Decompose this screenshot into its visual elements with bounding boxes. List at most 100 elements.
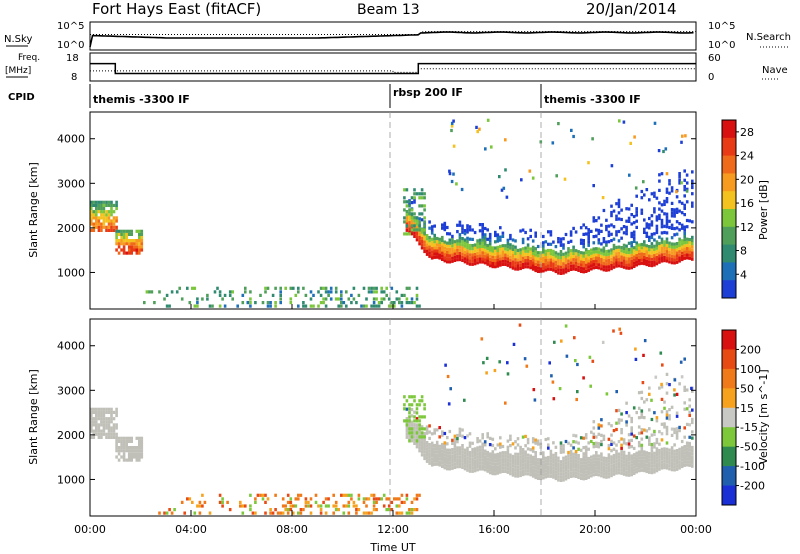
range-cell xyxy=(428,452,431,456)
range-cell xyxy=(590,461,593,465)
range-cell xyxy=(645,469,649,474)
range-cell xyxy=(607,230,611,234)
range-cell xyxy=(433,450,436,454)
range-cell xyxy=(441,251,444,255)
freq-label: Freq. xyxy=(18,53,40,63)
range-cell xyxy=(625,247,628,251)
range-cell xyxy=(506,445,510,449)
range-cell xyxy=(443,228,447,232)
range-cell xyxy=(430,253,434,257)
range-cell xyxy=(680,458,684,462)
range-cell xyxy=(635,213,638,217)
range-cell xyxy=(534,438,537,442)
range-cell xyxy=(403,407,406,411)
range-cell xyxy=(428,239,431,243)
range-cell xyxy=(438,237,441,241)
range-cell xyxy=(441,254,444,258)
range-cell xyxy=(653,429,656,433)
range-cell xyxy=(418,427,421,431)
range-cell xyxy=(127,455,131,459)
range-cell xyxy=(476,468,479,472)
range-cell xyxy=(112,417,116,421)
range-cell xyxy=(511,254,515,258)
range-cell xyxy=(642,180,645,184)
range-cell xyxy=(415,435,419,439)
range-cell xyxy=(501,451,505,455)
range-cell xyxy=(494,456,497,460)
range-cell xyxy=(668,448,671,452)
range-cell xyxy=(531,248,535,252)
range-cell xyxy=(405,224,409,228)
cpid-label: CPID xyxy=(8,92,35,103)
range-cell xyxy=(481,436,484,440)
range-cell xyxy=(584,260,588,264)
range-cell xyxy=(481,451,484,455)
range-cell xyxy=(582,267,585,271)
range-cell xyxy=(562,252,565,256)
range-cell xyxy=(625,219,628,223)
range-cell xyxy=(519,458,522,462)
freq-series-line xyxy=(90,62,696,75)
range-cell xyxy=(534,259,537,263)
range-cell xyxy=(577,265,580,269)
range-cell xyxy=(602,456,606,460)
range-cell xyxy=(617,217,621,221)
range-cell xyxy=(630,445,633,449)
range-cell xyxy=(390,304,394,308)
range-cell xyxy=(645,457,649,461)
range-cell xyxy=(102,225,106,229)
range-cell xyxy=(665,253,669,257)
range-cell xyxy=(632,246,636,250)
range-cell xyxy=(334,286,338,290)
range-cell xyxy=(415,439,419,443)
range-cell xyxy=(691,235,694,239)
range-cell xyxy=(279,293,282,297)
range-cell xyxy=(408,419,411,423)
range-cell xyxy=(668,250,671,255)
range-cell xyxy=(620,446,623,450)
range-cell xyxy=(342,301,346,305)
range-cell xyxy=(483,455,487,459)
range-cell xyxy=(95,213,98,217)
range-cell xyxy=(557,475,560,479)
range-cell xyxy=(501,466,505,470)
range-cell xyxy=(403,232,406,236)
range-cell xyxy=(405,210,409,214)
range-cell xyxy=(622,460,626,464)
range-cell xyxy=(430,457,434,461)
range-cell xyxy=(526,472,530,476)
range-cell xyxy=(496,465,500,469)
range-cell xyxy=(632,434,636,438)
range-cell xyxy=(678,429,681,433)
range-cell xyxy=(130,455,133,459)
range-cell xyxy=(668,464,671,468)
range-cell xyxy=(569,267,573,271)
range-cell xyxy=(653,257,656,261)
range-cell xyxy=(542,256,545,260)
range-cell xyxy=(506,461,510,465)
range-cell xyxy=(627,263,631,267)
range-cell xyxy=(641,381,645,385)
range-cell xyxy=(107,200,111,204)
range-cell xyxy=(435,255,439,259)
range-cell xyxy=(163,297,166,301)
range-cell xyxy=(630,259,633,263)
range-cell xyxy=(468,441,472,445)
range-cell xyxy=(635,454,638,458)
range-cell xyxy=(324,497,328,501)
range-cell xyxy=(635,451,638,455)
range-cell xyxy=(653,244,656,248)
range-cell xyxy=(483,465,487,469)
range-cell xyxy=(418,442,421,447)
range-cell xyxy=(650,192,654,196)
range-cell xyxy=(685,422,689,426)
range-cell xyxy=(458,251,462,255)
range-cell xyxy=(468,243,472,248)
ytick-label: 1000 xyxy=(57,266,85,279)
range-cell xyxy=(632,249,636,253)
range-cell xyxy=(615,261,618,265)
range-cell xyxy=(542,244,545,248)
range-cell xyxy=(615,230,618,234)
range-cell xyxy=(645,463,649,467)
range-cell xyxy=(481,257,484,261)
